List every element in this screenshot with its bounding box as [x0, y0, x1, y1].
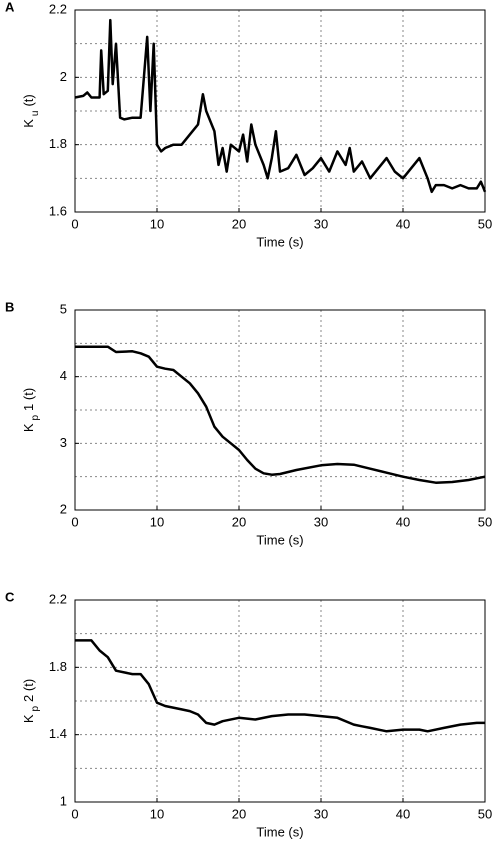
y-axis-label-part: p — [30, 706, 41, 712]
x-axis-label: Time (s) — [256, 824, 303, 839]
y-tick-label: 1 — [60, 793, 67, 808]
y-tick-label: 5 — [60, 301, 67, 316]
y-axis-label-part: K — [21, 714, 36, 723]
y-axis-label-part: 2 (t) — [21, 679, 36, 702]
y-axis-label: Ku (t) — [21, 94, 41, 128]
y-tick-label: 3 — [60, 435, 67, 450]
panel-label: B — [5, 299, 14, 314]
data-line — [75, 345, 486, 484]
x-tick-label: 50 — [478, 514, 492, 529]
x-tick-label: 50 — [478, 216, 492, 231]
axes-box — [74, 9, 486, 213]
y-axis-label-part: 1 (t) — [21, 388, 36, 411]
y-tick-label: 2 — [60, 501, 67, 516]
x-axis-label: Time (s) — [256, 234, 303, 249]
x-tick-label: 50 — [478, 806, 492, 821]
x-tick-label: 20 — [232, 806, 246, 821]
y-tick-label: 4 — [60, 368, 67, 383]
y-axis-label-part: u — [30, 111, 41, 117]
y-tick-label: 1.8 — [49, 136, 67, 151]
x-tick-label: 10 — [150, 806, 164, 821]
y-tick-label: 2.2 — [49, 591, 67, 606]
x-tick-label: 40 — [396, 514, 410, 529]
x-tick-label: 40 — [396, 216, 410, 231]
axes-box — [74, 309, 486, 511]
x-tick-label: 20 — [232, 514, 246, 529]
y-tick-label: 1.4 — [49, 726, 67, 741]
x-tick-label: 30 — [314, 514, 328, 529]
x-tick-label: 10 — [150, 514, 164, 529]
x-tick-label: 0 — [71, 514, 78, 529]
x-tick-label: 0 — [71, 806, 78, 821]
x-tick-label: 40 — [396, 806, 410, 821]
panel-label: A — [5, 0, 15, 14]
y-axis-label-part: K — [21, 423, 36, 432]
y-axis-label-part: (t) — [21, 94, 36, 106]
y-tick-label: 1.8 — [49, 659, 67, 674]
panel-label: C — [5, 589, 15, 604]
x-tick-label: 0 — [71, 216, 78, 231]
y-tick-label: 2.2 — [49, 1, 67, 16]
x-tick-label: 30 — [314, 216, 328, 231]
y-axis-label-part: p — [30, 415, 41, 421]
axes-box — [74, 599, 486, 803]
data-line — [75, 639, 485, 733]
y-axis-label: Kp 2 (t) — [21, 679, 41, 723]
x-tick-label: 30 — [314, 806, 328, 821]
x-tick-label: 20 — [232, 216, 246, 231]
y-axis-label-part: K — [21, 119, 36, 128]
y-tick-label: 1.6 — [49, 203, 67, 218]
x-tick-label: 10 — [150, 216, 164, 231]
data-line — [74, 18, 487, 194]
y-tick-label: 2 — [60, 69, 67, 84]
y-axis-label: Kp 1 (t) — [21, 388, 41, 432]
x-axis-label: Time (s) — [256, 532, 303, 547]
